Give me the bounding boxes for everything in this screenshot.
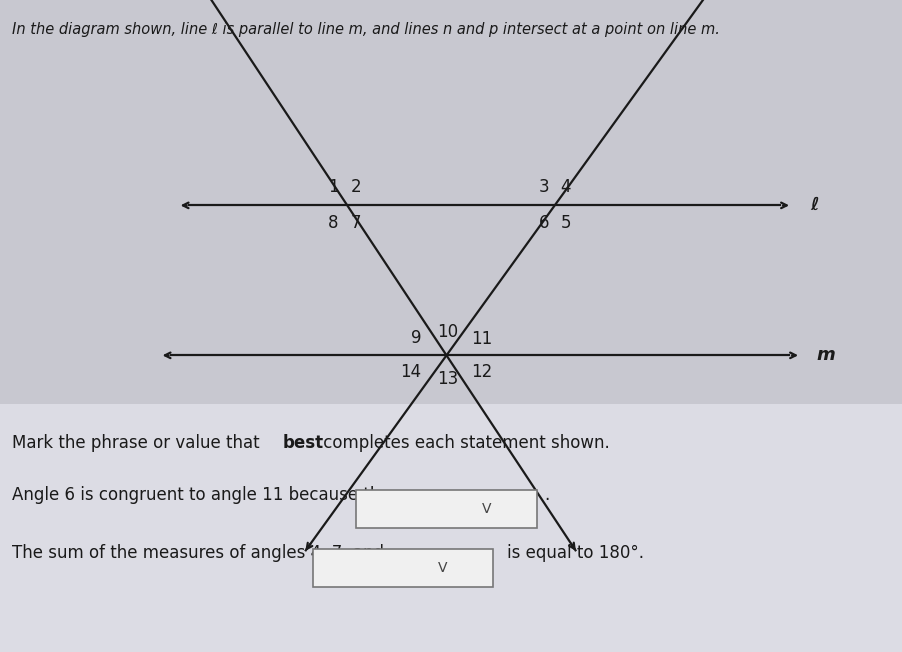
- Text: V: V: [438, 561, 447, 575]
- Text: 6: 6: [538, 215, 549, 232]
- Text: m: m: [816, 346, 835, 364]
- Text: 11: 11: [471, 330, 492, 348]
- Text: In the diagram shown, line ℓ is parallel to line m, and lines n and p intersect : In the diagram shown, line ℓ is parallel…: [12, 22, 720, 37]
- Text: completes each statement shown.: completes each statement shown.: [318, 434, 610, 452]
- Text: 13: 13: [437, 370, 458, 388]
- Text: 3: 3: [538, 179, 549, 196]
- Text: Angle 6 is congruent to angle 11 because they are: Angle 6 is congruent to angle 11 because…: [12, 486, 432, 504]
- FancyBboxPatch shape: [0, 404, 902, 652]
- Text: 8: 8: [327, 215, 338, 232]
- Text: 14: 14: [400, 363, 422, 381]
- Text: 5: 5: [560, 215, 571, 232]
- Text: is equal to 180°.: is equal to 180°.: [507, 544, 644, 563]
- Text: 1: 1: [327, 179, 338, 196]
- Text: Mark the phrase or value that: Mark the phrase or value that: [12, 434, 264, 452]
- Text: 2: 2: [351, 179, 362, 196]
- Text: ℓ: ℓ: [810, 196, 818, 215]
- FancyBboxPatch shape: [356, 490, 537, 528]
- Text: The sum of the measures of angles 4, 7, and: The sum of the measures of angles 4, 7, …: [12, 544, 383, 563]
- Text: 10: 10: [437, 323, 458, 340]
- Text: 12: 12: [471, 363, 492, 381]
- Text: 7: 7: [351, 215, 361, 232]
- Text: 4: 4: [560, 179, 571, 196]
- FancyBboxPatch shape: [313, 549, 493, 587]
- Text: best: best: [282, 434, 324, 452]
- Text: 9: 9: [411, 329, 422, 347]
- Text: V: V: [482, 502, 491, 516]
- Text: .: .: [544, 486, 549, 504]
